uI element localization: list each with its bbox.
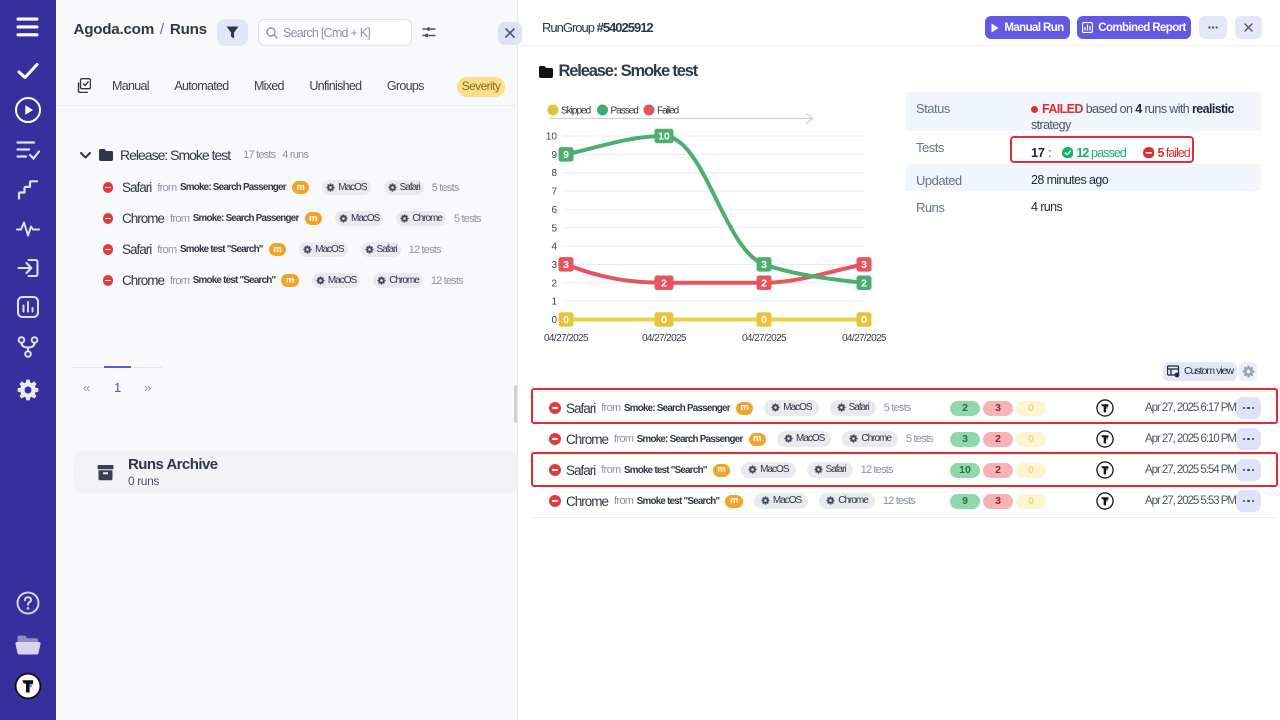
svg-text:0: 0 bbox=[563, 314, 569, 326]
svg-text:0: 0 bbox=[861, 314, 867, 326]
svg-text:10: 10 bbox=[658, 131, 670, 143]
svg-text:10: 10 bbox=[546, 132, 558, 143]
svg-text:2: 2 bbox=[761, 277, 767, 289]
svg-text:6: 6 bbox=[551, 205, 557, 216]
svg-text:9: 9 bbox=[551, 150, 557, 161]
svg-text:3: 3 bbox=[563, 259, 569, 271]
svg-text:3: 3 bbox=[861, 259, 867, 271]
svg-text:4: 4 bbox=[551, 242, 557, 253]
svg-text:9: 9 bbox=[563, 149, 569, 161]
svg-text:Skipped: Skipped bbox=[561, 106, 591, 117]
svg-text:04/27/2025: 04/27/2025 bbox=[642, 333, 687, 344]
svg-text:8: 8 bbox=[551, 168, 557, 179]
svg-text:2: 2 bbox=[661, 277, 667, 289]
svg-text:1: 1 bbox=[551, 297, 557, 308]
svg-text:04/27/2025: 04/27/2025 bbox=[544, 333, 589, 344]
svg-text:7: 7 bbox=[551, 187, 557, 198]
svg-text:04/27/2025: 04/27/2025 bbox=[742, 333, 787, 344]
svg-text:Failed: Failed bbox=[657, 106, 679, 117]
svg-text:Passed: Passed bbox=[611, 106, 639, 117]
svg-text:3: 3 bbox=[551, 260, 557, 271]
svg-text:04/27/2025: 04/27/2025 bbox=[842, 333, 887, 344]
svg-text:2: 2 bbox=[551, 278, 557, 289]
svg-text:0: 0 bbox=[661, 314, 667, 326]
svg-text:0: 0 bbox=[761, 314, 767, 326]
svg-text:2: 2 bbox=[861, 277, 867, 289]
svg-text:5: 5 bbox=[551, 223, 557, 234]
svg-text:0: 0 bbox=[551, 315, 557, 326]
svg-text:3: 3 bbox=[761, 259, 767, 271]
